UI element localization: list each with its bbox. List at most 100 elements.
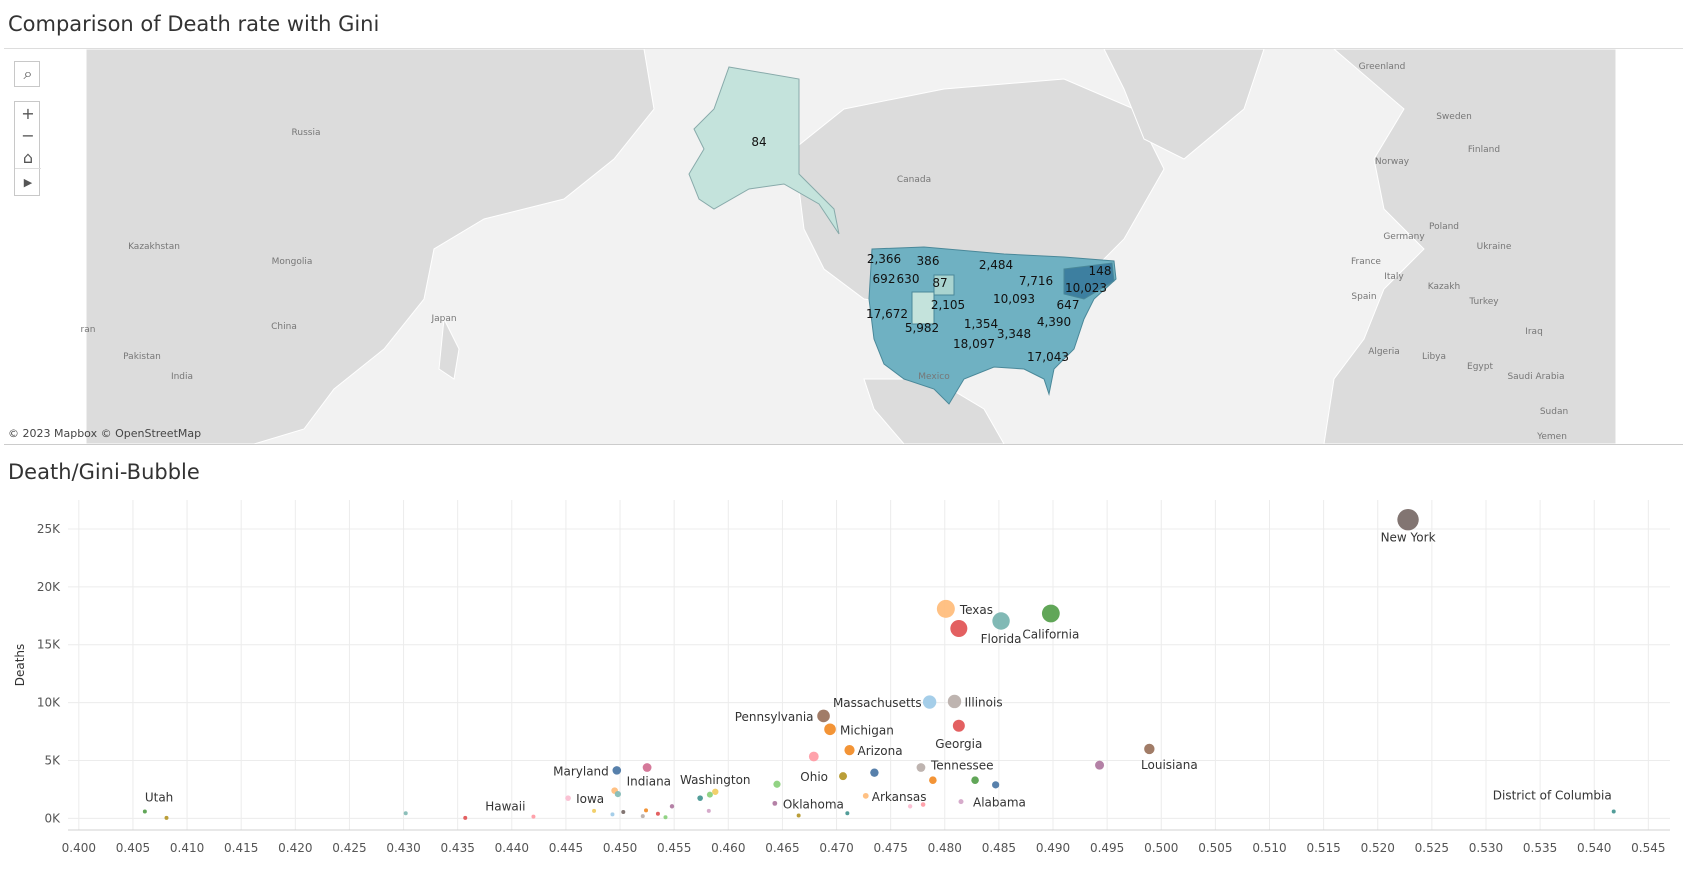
bubble-point[interactable]: [808, 751, 819, 762]
bubble-point[interactable]: [992, 612, 1010, 630]
bubble-point[interactable]: [958, 799, 964, 805]
x-tick-label: 0.410: [170, 841, 204, 855]
y-tick-label: 15K: [37, 638, 61, 652]
home-icon[interactable]: ⌂: [22, 147, 34, 167]
zoom-out-button[interactable]: −: [21, 125, 35, 145]
bubble-point[interactable]: [844, 745, 855, 756]
country-label: Sudan: [1540, 407, 1568, 417]
bubble-point[interactable]: [1144, 743, 1155, 755]
bubble-point[interactable]: [1611, 809, 1616, 814]
zoom-in-button[interactable]: +: [21, 103, 35, 123]
bubble-point[interactable]: [531, 814, 536, 819]
bubble-point[interactable]: [621, 810, 626, 815]
state-death-label: 386: [917, 254, 940, 268]
country-label: Mongolia: [272, 257, 313, 267]
bubble-point[interactable]: [817, 709, 830, 723]
bubble-point[interactable]: [947, 694, 962, 709]
bubble-point[interactable]: [697, 795, 703, 801]
bubble-point[interactable]: [1397, 508, 1419, 531]
bubble-point[interactable]: [929, 776, 937, 785]
state-death-label: 7,716: [1019, 274, 1053, 288]
choropleth-map[interactable]: Greenland Russia Canada Kazakhstan Mongolia C…: [4, 48, 1683, 445]
x-tick-label: 0.500: [1144, 841, 1178, 855]
x-tick-label: 0.430: [386, 841, 420, 855]
bubble-point[interactable]: [772, 800, 778, 806]
bubble-point[interactable]: [142, 809, 147, 814]
bubble-label: Florida: [981, 632, 1022, 646]
bubble-label: Georgia: [935, 737, 982, 751]
bubble-point[interactable]: [403, 811, 408, 816]
x-tick-label: 0.465: [765, 841, 799, 855]
bubble-point[interactable]: [612, 766, 622, 775]
country-label: Canada: [897, 175, 931, 185]
bubble-point[interactable]: [862, 792, 869, 799]
state-death-label: 630: [897, 272, 920, 286]
bubble-point[interactable]: [839, 772, 848, 781]
country-label: China: [271, 322, 297, 332]
country-label: Ukraine: [1477, 242, 1512, 252]
bubble-point[interactable]: [655, 811, 660, 816]
bubble-label: Maryland: [553, 764, 609, 778]
bubble-label: Massachusetts: [833, 696, 922, 710]
bubble-label: Ohio: [800, 770, 828, 784]
bubble-point[interactable]: [950, 620, 968, 638]
bubble-chart[interactable]: 0.400 0.405 0.410 0.415 0.420 0.425 0.430 0.435…: [0, 490, 1683, 871]
y-tick-label: 5K: [44, 754, 61, 768]
x-tick-label: 0.445: [549, 841, 583, 855]
bubble-point[interactable]: [907, 804, 913, 809]
x-tick-label: 0.520: [1361, 841, 1395, 855]
state-death-label: 1,354: [964, 317, 998, 331]
bubble-label: Tennessee: [930, 758, 994, 772]
bubble-point[interactable]: [706, 808, 711, 813]
y-tick-label: 25K: [37, 522, 61, 536]
bubble-point[interactable]: [936, 599, 955, 618]
bubble-point[interactable]: [565, 795, 571, 801]
country-label: Poland: [1429, 222, 1459, 232]
bubble-point[interactable]: [642, 763, 652, 772]
bubble-point[interactable]: [463, 815, 468, 820]
bubble-point[interactable]: [669, 804, 675, 809]
map-search-control[interactable]: ⌕: [14, 61, 40, 87]
x-tick-label: 0.510: [1252, 841, 1286, 855]
bubble-point[interactable]: [952, 719, 965, 732]
x-tick-label: 0.540: [1577, 841, 1611, 855]
country-label: Libya: [1422, 352, 1446, 362]
bubble-label: Arizona: [858, 744, 903, 758]
bubble-point[interactable]: [1041, 604, 1060, 623]
map-title: Comparison of Death rate with Gini: [8, 12, 380, 36]
bubble-point[interactable]: [1095, 760, 1105, 770]
bubble-point[interactable]: [610, 812, 615, 817]
bubble-point[interactable]: [773, 780, 781, 788]
bubble-point[interactable]: [644, 808, 649, 813]
bubble-point[interactable]: [796, 813, 801, 818]
bubble-point[interactable]: [712, 788, 719, 795]
bubble-point[interactable]: [614, 791, 621, 798]
country-label: Germany: [1383, 232, 1425, 242]
map-canvas[interactable]: Greenland Russia Canada Kazakhstan Mongolia C…: [4, 49, 1683, 444]
bubble-point[interactable]: [592, 808, 597, 813]
bubble-label: Illinois: [965, 695, 1003, 709]
search-icon[interactable]: ⌕: [23, 64, 33, 83]
bubble-point[interactable]: [663, 815, 668, 820]
bubble-point[interactable]: [845, 811, 850, 816]
state-death-label: 2,366: [867, 252, 901, 266]
bubble-point[interactable]: [971, 776, 979, 785]
bubble-point[interactable]: [824, 723, 836, 736]
country-label: India: [171, 372, 193, 382]
bubble-label: District of Columbia: [1493, 788, 1612, 802]
bubble-point[interactable]: [640, 814, 645, 819]
country-label: France: [1351, 257, 1381, 267]
bubble-point[interactable]: [870, 768, 879, 777]
bubble-point[interactable]: [916, 763, 926, 772]
bubble-point[interactable]: [992, 781, 1000, 789]
bubble-point[interactable]: [922, 695, 937, 709]
bubble-point[interactable]: [706, 791, 713, 798]
country-label: Greenland: [1359, 62, 1406, 72]
country-label: Turkey: [1468, 297, 1499, 307]
bubble-point[interactable]: [920, 802, 926, 807]
state-death-label: 17,672: [866, 307, 908, 321]
x-tick-label: 0.490: [1036, 841, 1070, 855]
country-label: Japan: [430, 314, 456, 324]
bubble-point[interactable]: [164, 815, 169, 820]
play-icon[interactable]: ▶: [15, 168, 41, 195]
